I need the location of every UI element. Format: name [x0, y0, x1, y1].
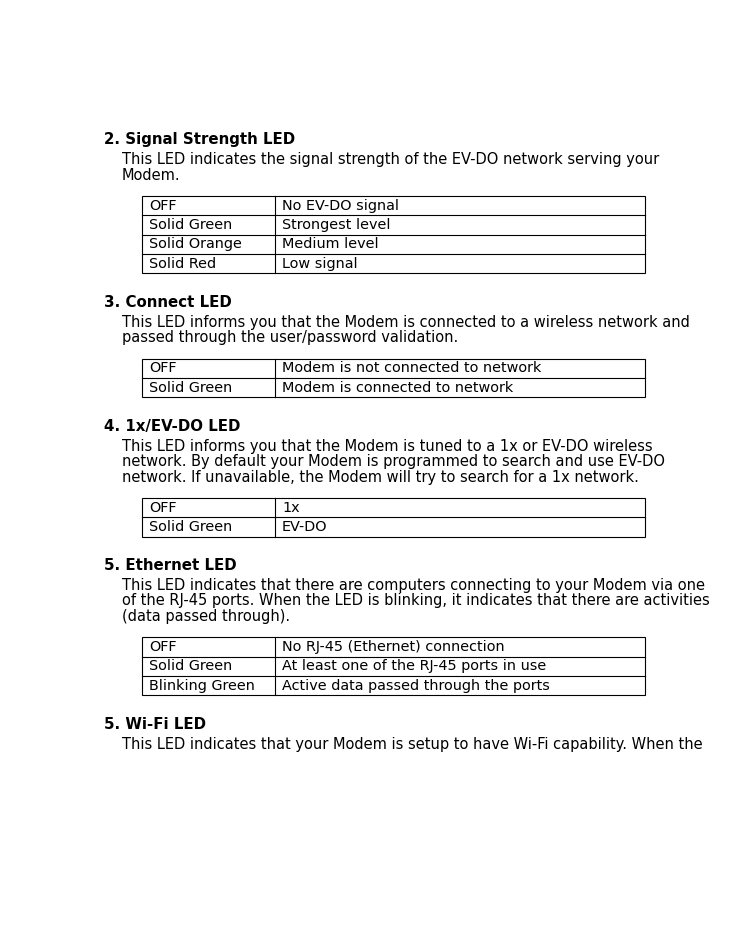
Text: Strongest level: Strongest level — [282, 218, 390, 232]
Text: This LED informs you that the Modem is connected to a wireless network and: This LED informs you that the Modem is c… — [122, 315, 690, 330]
Text: Solid Orange: Solid Orange — [149, 237, 241, 252]
Text: 2. Signal Strength LED: 2. Signal Strength LED — [105, 133, 296, 148]
Text: Low signal: Low signal — [282, 256, 358, 270]
Text: of the RJ-45 ports. When the LED is blinking, it indicates that there are activi: of the RJ-45 ports. When the LED is blin… — [122, 594, 710, 609]
Text: OFF: OFF — [149, 361, 176, 375]
Text: Solid Red: Solid Red — [149, 256, 216, 270]
Text: 3. Connect LED: 3. Connect LED — [105, 295, 232, 309]
Text: 5. Ethernet LED: 5. Ethernet LED — [105, 558, 237, 573]
Text: Blinking Green: Blinking Green — [149, 679, 255, 693]
Text: OFF: OFF — [149, 640, 176, 654]
Bar — [142, 638, 644, 696]
Text: network. If unavailable, the Modem will try to search for a 1x network.: network. If unavailable, the Modem will … — [122, 469, 639, 484]
Text: network. By default your Modem is programmed to search and use EV-DO: network. By default your Modem is progra… — [122, 454, 665, 469]
Text: OFF: OFF — [149, 199, 176, 213]
Text: Solid Green: Solid Green — [149, 520, 232, 534]
Text: Solid Green: Solid Green — [149, 659, 232, 673]
Text: (data passed through).: (data passed through). — [122, 609, 290, 624]
Bar — [142, 498, 644, 537]
Text: OFF: OFF — [149, 500, 176, 514]
Bar — [142, 196, 644, 273]
Text: Solid Green: Solid Green — [149, 218, 232, 232]
Text: Modem is not connected to network: Modem is not connected to network — [282, 361, 541, 375]
Text: 5. Wi-Fi LED: 5. Wi-Fi LED — [105, 717, 207, 732]
Text: Solid Green: Solid Green — [149, 381, 232, 395]
Text: EV-DO: EV-DO — [282, 520, 328, 534]
Text: passed through the user/password validation.: passed through the user/password validat… — [122, 330, 458, 345]
Bar — [142, 358, 644, 397]
Text: This LED informs you that the Modem is tuned to a 1x or EV-DO wireless: This LED informs you that the Modem is t… — [122, 439, 653, 453]
Text: No EV-DO signal: No EV-DO signal — [282, 199, 399, 213]
Text: This LED indicates that there are computers connecting to your Modem via one: This LED indicates that there are comput… — [122, 578, 705, 593]
Text: 1x: 1x — [282, 500, 300, 514]
Text: 4. 1x/EV-DO LED: 4. 1x/EV-DO LED — [105, 419, 241, 434]
Text: Modem.: Modem. — [122, 167, 180, 182]
Text: This LED indicates the signal strength of the EV-DO network serving your: This LED indicates the signal strength o… — [122, 152, 660, 167]
Text: Modem is connected to network: Modem is connected to network — [282, 381, 514, 395]
Text: No RJ-45 (Ethernet) connection: No RJ-45 (Ethernet) connection — [282, 640, 505, 654]
Text: This LED indicates that your Modem is setup to have Wi-Fi capability. When the: This LED indicates that your Modem is se… — [122, 737, 702, 752]
Text: At least one of the RJ-45 ports in use: At least one of the RJ-45 ports in use — [282, 659, 546, 673]
Text: Active data passed through the ports: Active data passed through the ports — [282, 679, 550, 693]
Text: Medium level: Medium level — [282, 237, 379, 252]
